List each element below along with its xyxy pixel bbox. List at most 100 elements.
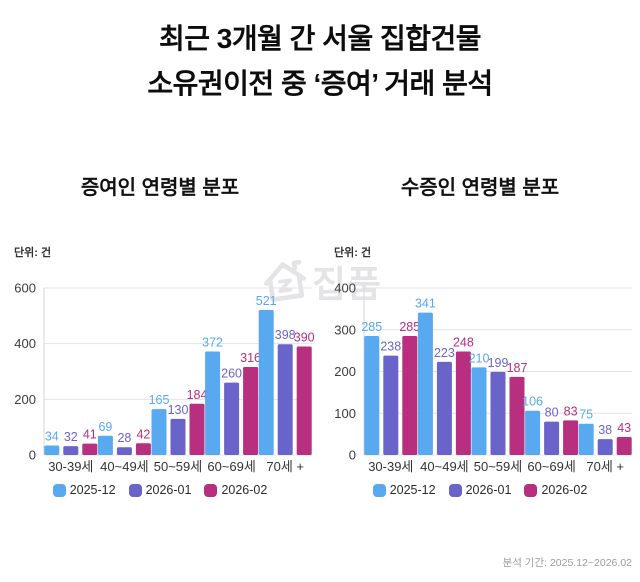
bar-2026-01-40~49세 <box>116 447 132 455</box>
bar-value-label: 42 <box>136 427 150 441</box>
bar-2026-02-50~59세 <box>509 376 525 455</box>
legend-swatch-2025-12 <box>52 483 66 497</box>
bar-2026-02-50~59세 <box>189 403 205 455</box>
bar-value-label: 80 <box>545 406 559 420</box>
bar-value-label: 69 <box>98 420 112 434</box>
bar-value-label: 260 <box>221 367 242 381</box>
legend-swatch-2026-01 <box>448 483 462 497</box>
y-tick-label: 300 <box>334 322 356 337</box>
bar-2025-12-30-39세 <box>44 445 60 455</box>
title-line-2: 소유권이전 중 ‘증여’ 거래 분석 <box>147 68 493 100</box>
legend-item: 2026-02 <box>204 483 267 497</box>
y-tick-label: 200 <box>14 392 36 407</box>
bar-2025-12-50~59세 <box>151 409 167 455</box>
bar-2026-02-30-39세 <box>82 443 98 455</box>
bar-value-label: 238 <box>380 340 401 354</box>
bar-value-label: 83 <box>564 404 578 418</box>
legend-swatch-2025-12 <box>372 483 386 497</box>
bar-value-label: 38 <box>598 423 612 437</box>
legend-swatch-2026-01 <box>128 483 142 497</box>
bar-value-label: 398 <box>275 328 296 342</box>
x-category-label: 70세 + <box>586 459 624 474</box>
legend-label: 2026-02 <box>221 483 268 497</box>
bar-value-label: 285 <box>399 320 420 334</box>
bar-value-label: 521 <box>256 294 277 308</box>
x-category-label: 30-39세 <box>48 459 93 474</box>
bar-value-label: 184 <box>187 388 208 402</box>
bar-2026-01-60~69세 <box>544 421 560 455</box>
bar-2026-02-30-39세 <box>402 336 418 455</box>
bar-chart-receiver: 0 100 200 300 400 30-39세 285 238 285 40~49세 341 223… <box>334 281 632 474</box>
bar-value-label: 34 <box>45 430 59 444</box>
bar-value-label: 316 <box>240 351 261 365</box>
x-category-label: 40~49세 <box>420 459 468 474</box>
bar-2026-02-60~69세 <box>563 420 579 455</box>
bar-value-label: 75 <box>579 408 593 422</box>
bar-2026-01-30-39세 <box>63 446 79 455</box>
bar-2026-01-50~59세 <box>490 371 506 455</box>
legend-giver: 2025-12 2026-01 2026-02 <box>0 483 320 497</box>
page-title: 최근 3개월 간 서울 집합건물 소유권이전 중 ‘증여’ 거래 분석 <box>0 16 640 107</box>
legend-label: 2026-01 <box>145 483 192 497</box>
x-category-label: 70세 + <box>266 459 304 474</box>
x-category-label: 50~59세 <box>474 459 522 474</box>
legend-item: 2026-02 <box>524 483 587 497</box>
legend-label: 2026-02 <box>541 483 588 497</box>
bar-2026-02-40~49세 <box>135 443 151 455</box>
bar-value-label: 285 <box>361 320 382 334</box>
bar-2026-02-60~69세 <box>243 367 259 455</box>
bar-value-label: 187 <box>507 361 528 375</box>
bar-2025-12-60~69세 <box>525 410 541 455</box>
y-tick-label: 400 <box>334 281 356 296</box>
legend-item: 2026-01 <box>128 483 192 497</box>
bar-2026-01-70세 + <box>277 344 293 455</box>
x-category-label: 60~69세 <box>207 459 255 474</box>
legend-receiver: 2025-12 2026-01 2026-02 <box>320 483 640 497</box>
bar-2026-01-70세 + <box>597 439 613 455</box>
bar-2025-12-60~69세 <box>205 351 221 455</box>
watermark-brand: 집품 <box>312 264 383 305</box>
bar-value-label: 41 <box>83 428 97 442</box>
bar-2026-01-60~69세 <box>224 382 240 455</box>
bar-value-label: 130 <box>168 403 189 417</box>
bar-value-label: 106 <box>522 395 543 409</box>
y-tick-label: 100 <box>334 406 356 421</box>
analysis-period-note: 분석 기간: 2025.12~2026.02 <box>502 557 632 569</box>
bar-2025-12-40~49세 <box>417 312 433 455</box>
bar-value-label: 165 <box>149 393 170 407</box>
legend-label: 2026-01 <box>465 483 512 497</box>
bar-value-label: 43 <box>617 421 631 435</box>
house-icon <box>264 259 306 302</box>
x-category-label: 30-39세 <box>368 459 413 474</box>
x-category-label: 40~49세 <box>100 459 148 474</box>
bar-2025-12-70세 + <box>258 309 274 455</box>
unit-label-giver: 단위: 건 <box>14 247 52 259</box>
bar-value-label: 248 <box>453 335 474 349</box>
watermark: 집품 <box>260 254 382 308</box>
chart-title-giver: 증여인 연령별 분포 <box>80 177 240 199</box>
y-tick-label: 0 <box>349 448 356 463</box>
title-line-1: 최근 3개월 간 서울 집합건물 <box>158 23 482 54</box>
legend-swatch-2026-02 <box>524 483 538 497</box>
bar-value-label: 223 <box>434 346 455 360</box>
y-tick-label: 400 <box>14 336 36 351</box>
bar-2025-12-40~49세 <box>97 435 113 455</box>
legend-item: 2025-12 <box>52 483 116 497</box>
bar-2026-01-30-39세 <box>383 355 399 455</box>
bar-2026-02-70세 + <box>296 346 312 455</box>
unit-label-receiver: 단위: 건 <box>334 247 372 259</box>
y-tick-label: 200 <box>334 364 356 379</box>
legend-label: 2025-12 <box>389 483 436 497</box>
bar-value-label: 199 <box>488 356 509 370</box>
bar-2025-12-30-39세 <box>364 336 380 455</box>
bar-2025-12-50~59세 <box>471 367 487 455</box>
bar-value-label: 390 <box>294 330 315 344</box>
legend-item: 2026-01 <box>448 483 512 497</box>
bar-2026-01-40~49세 <box>436 361 452 455</box>
bar-value-label: 210 <box>469 351 490 365</box>
y-tick-label: 0 <box>29 448 36 463</box>
bar-value-label: 372 <box>202 335 223 349</box>
bar-2026-01-50~59세 <box>170 418 186 455</box>
legend-item: 2025-12 <box>372 483 436 497</box>
